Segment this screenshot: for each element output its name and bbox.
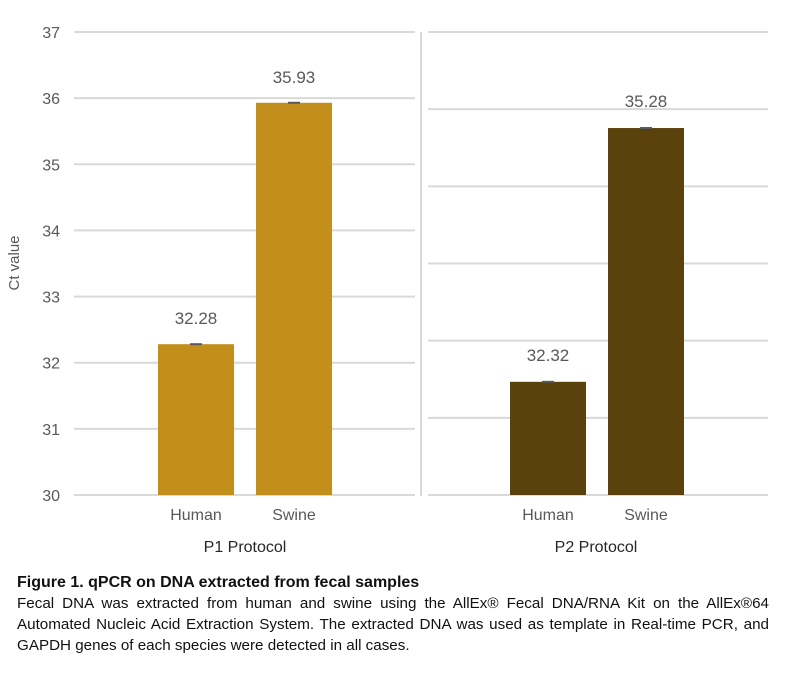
y-tick-label: 35 (42, 157, 60, 174)
caption-body: Fecal DNA was extracted from human and s… (17, 595, 769, 654)
figure-caption: Figure 1. qPCR on DNA extracted from fec… (17, 572, 769, 656)
data-label: 35.28 (625, 92, 668, 111)
data-label: 32.32 (527, 346, 570, 365)
x-category-label: Human (170, 507, 222, 524)
y-tick-label: 36 (42, 91, 60, 108)
bar-p1-swine (256, 102, 332, 495)
panel-title-p1: P1 Protocol (204, 539, 287, 556)
x-category-label: Swine (624, 507, 668, 524)
bar-chart: 30 31 32 33 34 35 36 37 32.28 Human 35.93 Swine 32.… (6, 25, 768, 556)
bar-p1-human (158, 344, 234, 495)
y-axis-label: Ct value (6, 235, 23, 290)
y-tick-label: 32 (42, 356, 60, 373)
panel-title-p2: P2 Protocol (555, 539, 638, 556)
x-category-label: Human (522, 507, 574, 524)
bar-p2-swine (608, 128, 684, 495)
y-tick-label: 33 (42, 290, 60, 307)
bar-p2-human (510, 381, 586, 495)
caption-title: Figure 1. qPCR on DNA extracted from fec… (17, 574, 420, 591)
data-label: 35.93 (273, 68, 316, 87)
x-category-label: Swine (272, 507, 316, 524)
data-label: 32.28 (175, 309, 218, 328)
y-tick-label: 34 (42, 223, 60, 240)
y-tick-label: 31 (42, 422, 60, 439)
y-tick-label: 30 (42, 488, 60, 505)
y-tick-label: 37 (42, 25, 60, 42)
panel-p1: 30 31 32 33 34 35 36 37 32.28 Human 35.93 Swine (42, 25, 415, 524)
panel-p2: 32.32 Human 35.28 Swine (428, 31, 768, 524)
